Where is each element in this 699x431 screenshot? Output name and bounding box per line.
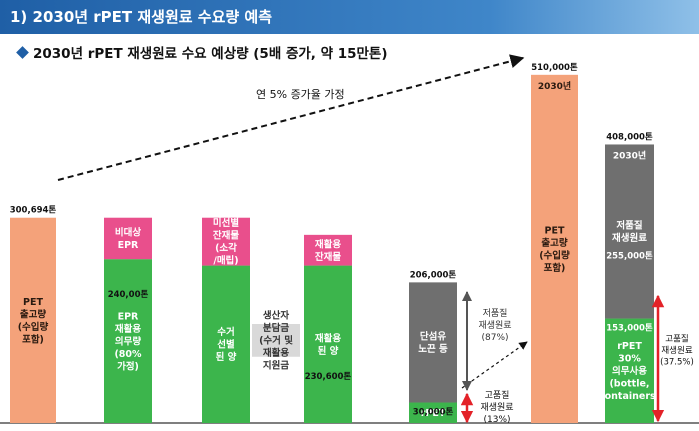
bar-epr-seg-1 [104, 217, 152, 260]
bar-label-pet-2030: 포함) [544, 262, 566, 274]
bar-label-rpet-current: 단섬유 [420, 331, 446, 343]
bar-label-pet-current: 포함) [22, 333, 44, 345]
bar-collection-seg-0 [202, 265, 250, 423]
bar-recycled-seg-1 [304, 234, 352, 266]
bar-pet-2030-seg-0 [531, 74, 578, 424]
segment-value-rpet-2030: 153,000톤 [606, 323, 653, 334]
bar-label-pet-2030: (수입량 [539, 249, 570, 261]
bar-label-producer-fee: 지원금 [263, 360, 289, 372]
rpet-growth-arrow [461, 341, 528, 389]
gray-value-rpet-2030: 255,000톤 [606, 251, 653, 262]
bar-label-producer-fee: 재활용 [263, 347, 289, 359]
bar-label-rpet-2030: 저품질 [616, 220, 642, 232]
year-label-pet-2030: 2030년 [538, 80, 571, 92]
bar-label-pet-current: 출고량 [20, 308, 46, 320]
bar-label-collection: 수거 [217, 326, 234, 338]
bar-label-pet-current: (수입량 [18, 321, 49, 333]
bar-label-recycled: 재활용 [315, 332, 341, 344]
bar-rpet-2030-seg-1 [605, 144, 654, 319]
value-label-pet-2030: 510,000톤 [531, 62, 578, 73]
bar-label-epr: 의무량 [115, 335, 141, 347]
bar-label-recycled: 된 양 [318, 345, 339, 357]
high-quality-note-current: 재생원료 [480, 402, 513, 413]
bar-label-recycled: 재활용 [315, 238, 341, 250]
value-label-rpet-current: 206,000톤 [410, 269, 457, 280]
high-quality-note-2030: 고품질 [665, 333, 688, 344]
bar-label-producer-fee: 생산자 [263, 310, 289, 322]
bar-label-producer-fee: 분담금 [263, 322, 289, 334]
bar-label-rpet-2030: rPET [617, 341, 642, 352]
bar-label-collection: (소각 [215, 242, 237, 254]
bar-label-epr: 재활용 [115, 323, 141, 335]
bottom-value-recycled: 230,600톤 [305, 371, 352, 382]
header-banner: 1) 2030년 rPET 재생원료 수요량 예측 [0, 0, 699, 34]
high-quality-note-current: 고품질 [485, 389, 510, 401]
low-quality-note: 재생원료 [478, 320, 511, 331]
value-label-rpet-2030: 408,000톤 [606, 131, 653, 142]
bar-label-collection: 된 양 [216, 351, 237, 363]
bar-rpet-2030-seg-0 [605, 318, 654, 423]
bar-label-collection: /매립) [213, 255, 238, 267]
bar-label-epr: 비대상 [115, 227, 141, 239]
low-quality-note: 저품질 [483, 307, 508, 319]
bar-producer-fee-seg-0 [252, 324, 300, 357]
value-label-pet-current: 300,694톤 [10, 205, 57, 216]
bar-label-recycled: 잔재물 [315, 251, 341, 263]
bar-label-pet-2030: PET [545, 225, 565, 236]
page-title: 1) 2030년 rPET 재생원료 수요량 예측 [10, 8, 273, 26]
bar-label-collection: 잔재물 [213, 230, 239, 242]
bar-pet-current-seg-0 [10, 217, 56, 423]
chart-subtitle: 2030년 rPET 재생원료 수요 예상량 (5배 증가, 약 15만톤) [16, 42, 388, 62]
high-quality-note-2030: (37.5%) [660, 357, 694, 367]
bar-label-rpet-2030: containers) [599, 391, 660, 402]
bar-label-collection: 선별 [217, 339, 235, 351]
bar-label-rpet-2030: 재생원료 [612, 232, 647, 244]
high-quality-note-current: (13%) [483, 415, 510, 425]
bar-epr-seg-0 [104, 259, 152, 423]
bar-label-epr: EPR [118, 240, 139, 251]
high-quality-note-2030: 재생원료 [661, 345, 692, 356]
bar-label-rpet-current: rPET [421, 408, 446, 419]
bar-label-producer-fee: (수거 및 [259, 335, 293, 347]
growth-trend-arrow [57, 54, 525, 181]
low-quality-note: (87%) [481, 333, 508, 343]
bar-label-pet-2030: 출고량 [541, 237, 567, 249]
bar-label-rpet-2030: (bottle, [609, 379, 649, 390]
bar-collection-seg-1 [202, 217, 250, 266]
chart-subtitle-text: 2030년 rPET 재생원료 수요 예상량 (5배 증가, 약 15만톤) [33, 46, 388, 62]
bar-label-epr: EPR [118, 311, 139, 322]
bar-label-rpet-current: 노끈 등 [418, 344, 448, 355]
bar-label-pet-current: PET [23, 297, 43, 308]
bar-label-epr: 가정) [117, 360, 139, 372]
year-label-rpet-2030: 2030년 [613, 149, 646, 161]
segment-value-epr: 240,00톤 [108, 289, 149, 300]
bar-label-epr: (80% [114, 349, 142, 360]
bar-label-rpet-2030: 의무사용 [612, 365, 647, 377]
growth-note: 연 5% 증가율 가정 [256, 88, 345, 101]
bar-rpet-current-seg-1 [409, 282, 457, 403]
segment-value-rpet-current: 30,000톤 [413, 407, 454, 418]
bar-label-collection: 미선별 [213, 217, 239, 229]
bar-rpet-current-seg-0 [409, 402, 457, 423]
bar-recycled-seg-0 [304, 265, 352, 423]
bar-label-rpet-2030: 30% [618, 354, 641, 365]
